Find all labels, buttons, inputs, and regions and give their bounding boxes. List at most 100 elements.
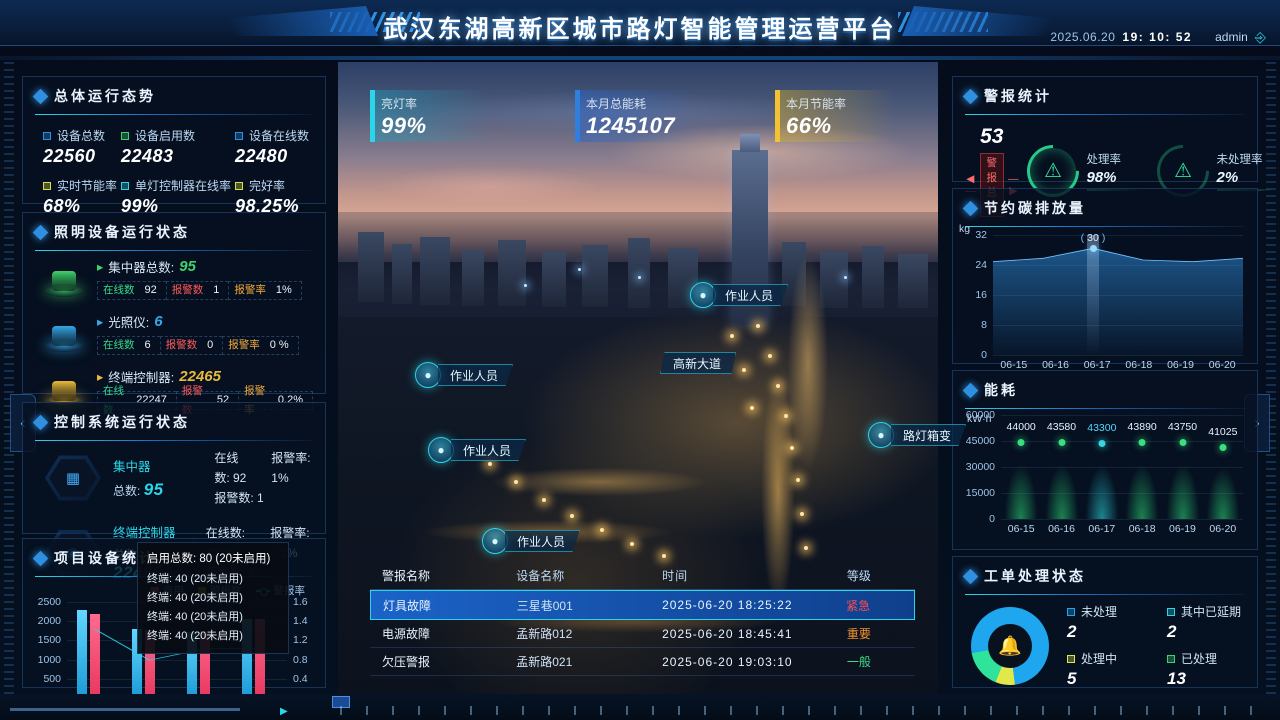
map-marker[interactable]: 高新大道 xyxy=(660,352,737,374)
alarm-count: 报警数: 1 xyxy=(214,491,264,505)
energy-spike: 43580 xyxy=(1038,421,1085,519)
bottom-chip xyxy=(332,696,350,708)
marker-label: 作业人员 xyxy=(438,364,514,386)
alarm-level: 一般 xyxy=(846,655,871,669)
icon-body xyxy=(52,325,76,346)
y2-axis-tick: 0.8 xyxy=(293,653,308,666)
map-marker[interactable]: ● 作业人员 xyxy=(690,282,789,308)
header-meta: 2025.06.20 19: 10: 52 admin ⎆ xyxy=(1050,30,1266,44)
panel-title: 警报统计 xyxy=(984,88,1052,104)
overall-stat-item: 设备在线数 22480 xyxy=(235,127,309,167)
diamond-icon xyxy=(32,88,49,104)
table-row[interactable]: 电源故障 孟新路012 2025-06-20 18:45:41 重要 xyxy=(370,620,915,648)
page-title: 武汉东湖高新区城市路灯智能管理运营平台 xyxy=(383,16,897,43)
x-axis-tick: 06-17 xyxy=(1083,359,1111,371)
worker-pin-icon[interactable]: ● xyxy=(428,437,454,463)
transformer-pin-icon[interactable]: ● xyxy=(868,422,894,448)
device-name: 集中器总数: xyxy=(108,261,175,275)
stat-value: 22560 xyxy=(43,146,96,166)
current-date: 2025.06.20 xyxy=(1050,30,1116,44)
alarm-time: 2025-06-20 18:45:41 xyxy=(662,626,793,641)
energy-unit-label: kW·h xyxy=(967,413,992,425)
table-row[interactable]: 灯具故障 三星巷001 2025-06-20 18:25:22 紧急 xyxy=(370,590,915,620)
bottom-status-bar: ▶ xyxy=(0,694,1280,720)
y-axis-tick: 1500 xyxy=(37,634,61,647)
alarm-name: 灯具故障 xyxy=(383,598,432,613)
lighting-rows: ▸ 集中器总数: 95 在线数 92 报警数 1 报警率 1% ▸ 光照仪: 6 在线数 6 报警数 0 报警率… xyxy=(23,251,325,416)
workorder-donut-chart: 🔔 xyxy=(971,607,1049,685)
device-chip: 在线数 6 xyxy=(97,336,160,355)
alarm-total-value: 53 xyxy=(980,125,1004,148)
map-marker[interactable]: ● 路灯箱变 xyxy=(868,422,967,448)
color-swatch xyxy=(1067,607,1075,616)
y-axis-tick: 500 xyxy=(43,672,61,685)
workorder-label: 其中已延期 xyxy=(1167,603,1245,620)
energy-spike: 44000 xyxy=(998,421,1045,519)
y-axis-tick: 60000 xyxy=(965,409,995,421)
device-chips: 在线数 6 报警数 0 报警率 0 % xyxy=(97,336,313,355)
device-total: 22465 xyxy=(179,368,221,385)
app-header: 武汉东湖高新区城市路灯智能管理运营平台 2025.06.20 19: 10: 5… xyxy=(0,0,1280,62)
workorder-label-text: 已处理 xyxy=(1181,652,1218,666)
chip-key: 在线数 xyxy=(103,339,135,351)
workorder-label-text: 未处理 xyxy=(1081,605,1118,619)
color-swatch xyxy=(235,181,244,190)
chip-value: 0 xyxy=(207,339,214,351)
col-device-name: 设备名称 xyxy=(516,569,565,583)
spike-value-label: 43890 xyxy=(1127,420,1157,433)
worker-pin-icon[interactable]: ● xyxy=(690,282,716,308)
server-icon: ▦ xyxy=(45,455,101,501)
device-title: ▸ 终端控制器: 22465 xyxy=(97,367,313,386)
kpi-card: 亮灯率 99% xyxy=(370,90,490,142)
map-marker[interactable]: ● 作业人员 xyxy=(428,437,527,463)
marker-label: 作业人员 xyxy=(451,439,527,461)
concentrator-icon xyxy=(41,259,87,299)
workorder-item: 未处理 2 xyxy=(1067,603,1145,642)
current-time: 19: 10: 52 xyxy=(1122,30,1193,44)
control-left: 集中器 总数: 95 xyxy=(113,456,190,500)
device-name: 孟新路021 xyxy=(516,655,573,669)
logout-icon[interactable]: ⎆ xyxy=(1254,29,1266,45)
stat-label-text: 完好率 xyxy=(249,179,286,193)
workorder-value: 2 xyxy=(1167,622,1177,641)
panel-lighting-status: 照明设备运行状态 ▸ 集中器总数: 95 在线数 92 报警数 1 报警率 1% ▸ 光照仪: 6 在线… xyxy=(22,212,326,416)
alarm-rate: 报警率: 1% xyxy=(271,451,311,485)
y2-axis-tick: 0.4 xyxy=(293,672,308,685)
worker-pin-icon[interactable]: ● xyxy=(415,362,441,388)
divider xyxy=(35,440,313,441)
carbon-chart-xaxis: 06-15 06-16 06-17 06-18 06-19 06-20 xyxy=(993,359,1243,371)
workorder-label-text: 其中已延期 xyxy=(1181,605,1242,619)
color-swatch xyxy=(1167,654,1175,663)
workorder-body: 🔔 未处理 2 其中已延期 2 处理中 5 已处理 13 xyxy=(953,595,1257,693)
bar xyxy=(89,613,100,698)
device-chip: 报警数 1 xyxy=(165,281,229,300)
stat-value: 68% xyxy=(43,196,81,216)
icon-glyph: ▦ xyxy=(65,470,81,487)
kpi-cards: 亮灯率 99% 本月总能耗 1245107 本月节能率 66% xyxy=(370,90,895,142)
workorder-item: 其中已延期 2 xyxy=(1167,603,1245,642)
panel-title: 节约碳排放量 xyxy=(984,200,1086,216)
workorder-label: 未处理 xyxy=(1067,603,1145,620)
carbon-unit-label: kg xyxy=(959,223,971,235)
panel-title: 总体运行态势 xyxy=(54,88,156,104)
total-label: 总数: xyxy=(113,484,141,498)
table-row[interactable]: 欠压警报 孟新路021 2025-06-20 19:03:10 一般 xyxy=(370,648,915,676)
spike-dot xyxy=(1058,439,1065,447)
x-axis-tick: 06-16 xyxy=(1048,523,1075,535)
chip-key: 报警数 xyxy=(171,284,204,296)
stat-label: 设备在线数 xyxy=(235,127,309,144)
map-marker[interactable]: ● 作业人员 xyxy=(415,362,514,388)
workorder-item: 已处理 13 xyxy=(1167,650,1245,689)
device-name: 三星巷001 xyxy=(516,598,573,613)
device-total: 6 xyxy=(154,313,163,330)
workorder-legend: 未处理 2 其中已延期 2 处理中 5 已处理 13 xyxy=(1067,603,1245,689)
worker-pin-icon[interactable]: ● xyxy=(482,528,508,554)
alarm-level: 紧急 xyxy=(846,598,871,613)
stat-value: 22483 xyxy=(121,146,174,166)
diamond-icon xyxy=(32,414,49,430)
stat-label-text: 单灯控制器在线率 xyxy=(135,179,232,193)
play-icon[interactable]: ▶ xyxy=(280,706,288,717)
alarm-time: 2025-06-20 18:25:22 xyxy=(662,598,793,612)
x-axis-tick: 06-19 xyxy=(1167,359,1194,371)
map-marker[interactable]: ● 作业人员 xyxy=(482,528,581,554)
